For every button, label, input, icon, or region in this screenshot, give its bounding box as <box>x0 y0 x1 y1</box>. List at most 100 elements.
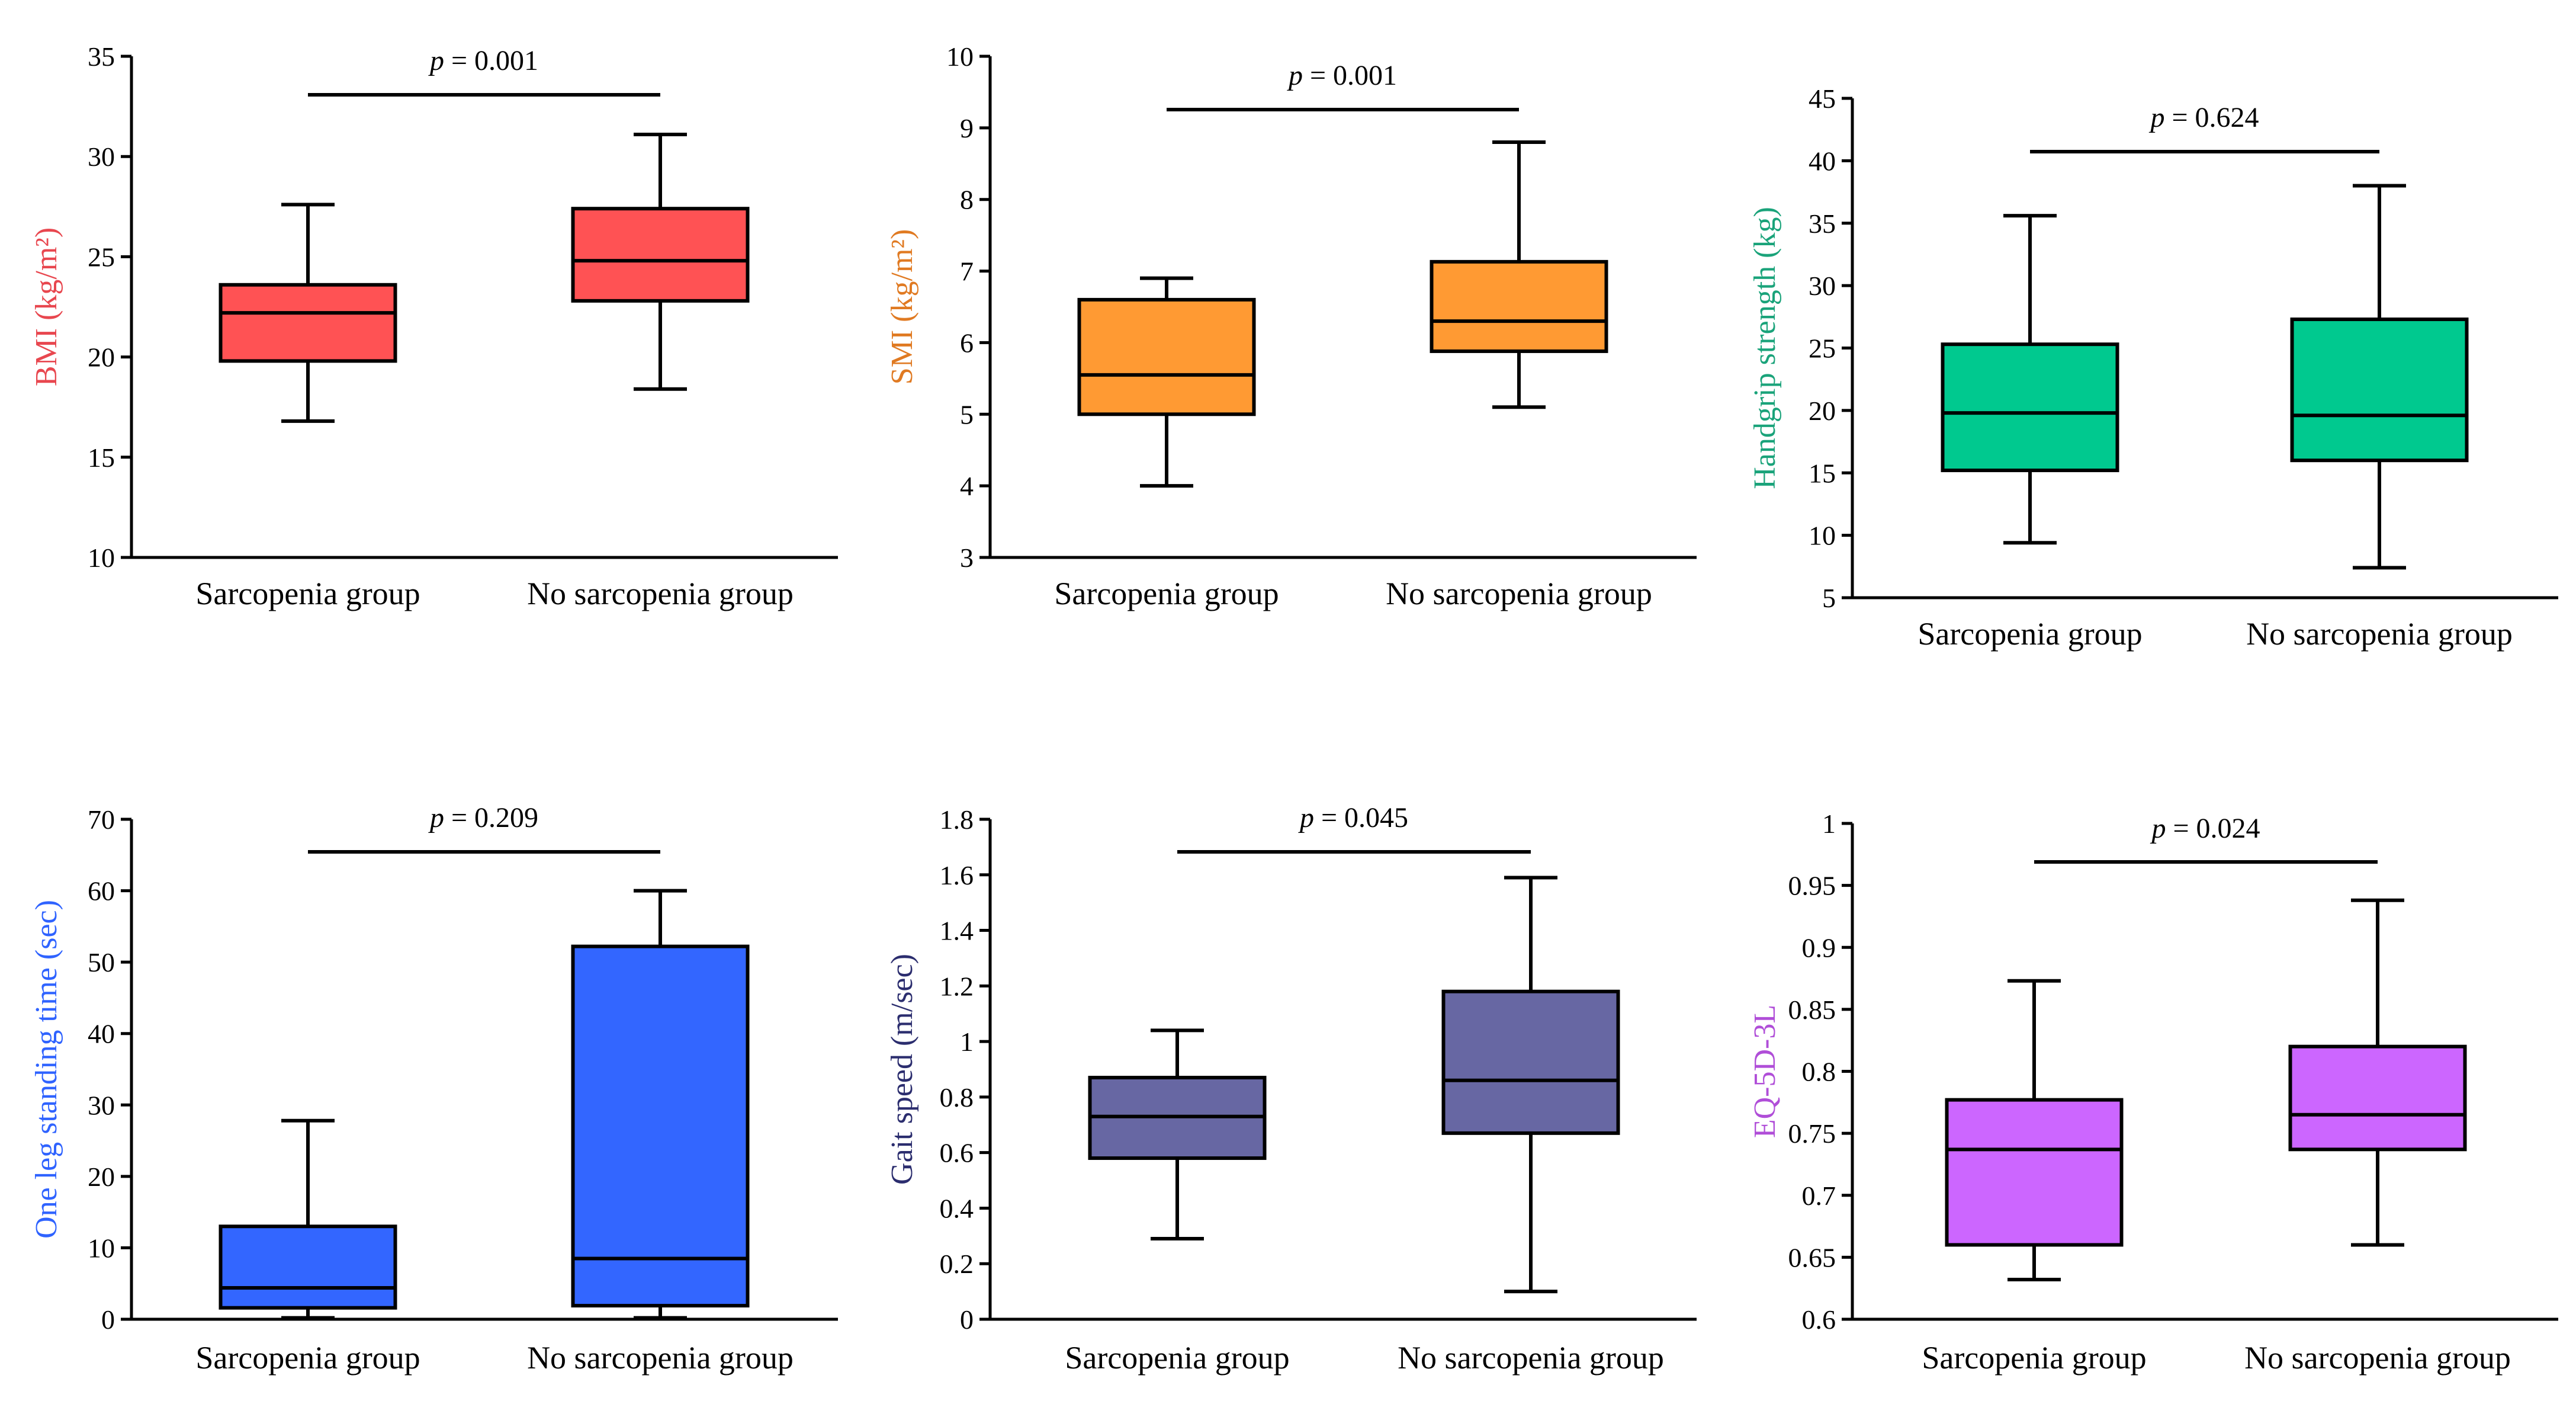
y-tick-label: 0.85 <box>1788 995 1836 1025</box>
p-value-label: p = 0.209 <box>428 802 538 833</box>
iqr-box <box>1077 297 1256 416</box>
x-category-label: No sarcopenia group <box>2246 616 2513 652</box>
y-tick-label: 35 <box>1809 209 1836 239</box>
p-value: = 0.001 <box>444 45 538 76</box>
x-category-label: Sarcopenia group <box>1065 1340 1289 1376</box>
p-value-label: p = 0.624 <box>2148 102 2259 133</box>
x-category-label: No sarcopenia group <box>527 576 794 611</box>
box-no-sarcopenia <box>1430 140 1608 409</box>
y-tick-label: 40 <box>1809 146 1836 176</box>
box-no-sarcopenia <box>571 889 750 1320</box>
iqr-box <box>2290 318 2469 463</box>
y-tick-label: 1 <box>1822 809 1836 839</box>
y-axis-title: Gait speed (m/sec) <box>885 954 919 1185</box>
y-tick-label: 0.9 <box>1802 932 1836 963</box>
box-sarcopenia <box>1077 276 1256 488</box>
y-tick-label: 25 <box>1809 334 1836 364</box>
box-sarcopenia <box>219 1118 397 1320</box>
p-value: = 0.045 <box>1314 802 1408 833</box>
p-value-label: p = 0.001 <box>1287 60 1397 91</box>
y-tick-label: 4 <box>960 471 974 501</box>
y-tick-label: 0 <box>101 1304 115 1335</box>
y-tick-label: 50 <box>88 947 115 977</box>
x-category-label: Sarcopenia group <box>195 576 420 611</box>
y-tick-label: 0.6 <box>1802 1304 1836 1335</box>
box-no-sarcopenia <box>571 132 750 391</box>
y-tick-label: 30 <box>88 1090 115 1120</box>
iqr-box <box>219 283 397 363</box>
y-axis-title: BMI (kg/m²) <box>30 227 63 386</box>
y-tick-label: 1 <box>960 1027 974 1057</box>
y-tick-label: 0.95 <box>1788 871 1836 901</box>
p-symbol: p <box>2150 813 2166 844</box>
y-tick-label: 5 <box>960 399 974 429</box>
box-no-sarcopenia <box>1441 876 1620 1294</box>
y-tick-label: 10 <box>88 543 115 573</box>
iqr-box <box>2288 1044 2467 1152</box>
chart-panel-6: 0.6 0.65 0.7 0.75 0.8 0.85 0.9 0.95 1 EQ-5D-3L Sar… <box>1748 809 2558 1376</box>
y-tick-label: 60 <box>88 876 115 906</box>
y-tick-label: 15 <box>1809 458 1836 488</box>
iqr-box <box>1430 259 1608 353</box>
x-category-label: Sarcopenia group <box>195 1340 420 1376</box>
y-axis-title: Handgrip strength (kg) <box>1748 207 1782 489</box>
y-tick-label: 0.8 <box>1802 1057 1836 1087</box>
y-axis-title: EQ-5D-3L <box>1748 1005 1782 1138</box>
p-value-label: p = 0.045 <box>1298 802 1408 833</box>
y-tick-label: 70 <box>88 804 115 835</box>
y-tick-label: 1.8 <box>940 804 974 835</box>
box-sarcopenia <box>219 203 397 423</box>
chart-panel-3: 5 10 15 20 25 30 35 40 45 Handgrip strength (kg) S… <box>1748 84 2558 652</box>
p-value: = 0.024 <box>2166 813 2260 844</box>
y-tick-label: 25 <box>88 242 115 272</box>
y-tick-label: 40 <box>88 1019 115 1049</box>
p-symbol: p <box>428 45 444 76</box>
iqr-box <box>571 207 750 303</box>
p-value: = 0.624 <box>2164 102 2259 133</box>
y-tick-label: 9 <box>960 113 974 143</box>
y-tick-label: 1.4 <box>940 916 974 946</box>
iqr-box <box>1945 1098 2124 1247</box>
y-tick-label: 8 <box>960 185 974 215</box>
y-tick-label: 1.6 <box>940 860 974 890</box>
x-category-label: Sarcopenia group <box>1054 576 1279 611</box>
iqr-box <box>1441 989 1620 1135</box>
iqr-box <box>219 1224 397 1310</box>
y-tick-label: 20 <box>1809 396 1836 426</box>
chart-panel-5: 0 0.2 0.4 0.6 0.8 1 1.2 1.4 1.6 1.8 Gait speed (m/… <box>885 802 1697 1376</box>
y-tick-label: 35 <box>88 41 115 72</box>
y-tick-label: 10 <box>1809 521 1836 551</box>
y-tick-label: 20 <box>88 1162 115 1192</box>
y-tick-label: 0.4 <box>940 1193 974 1223</box>
iqr-box <box>1941 342 2119 473</box>
x-category-label: No sarcopenia group <box>527 1340 794 1376</box>
x-category-label: Sarcopenia group <box>1917 616 2142 652</box>
box-sarcopenia <box>1945 979 2124 1282</box>
y-tick-label: 6 <box>960 328 974 358</box>
p-value: = 0.001 <box>1303 60 1397 91</box>
box-sarcopenia <box>1088 1028 1267 1241</box>
p-symbol: p <box>428 802 444 833</box>
y-tick-label: 0.65 <box>1788 1242 1836 1272</box>
y-tick-label: 30 <box>1809 271 1836 301</box>
chart-panel-1: 10 15 20 25 30 35 BMI (kg/m²) Sarcopenia group N… <box>30 41 838 611</box>
y-tick-label: 0 <box>960 1304 974 1335</box>
y-tick-label: 7 <box>960 257 974 287</box>
p-symbol: p <box>2148 102 2164 133</box>
x-category-label: No sarcopenia group <box>1386 576 1652 611</box>
iqr-box <box>571 944 750 1308</box>
y-tick-label: 10 <box>88 1233 115 1263</box>
y-tick-label: 3 <box>960 543 974 573</box>
p-value: = 0.209 <box>444 802 538 833</box>
p-value-label: p = 0.024 <box>2150 813 2260 844</box>
y-tick-label: 0.75 <box>1788 1118 1836 1149</box>
x-category-label: Sarcopenia group <box>1922 1340 2146 1376</box>
box-sarcopenia <box>1941 214 2119 545</box>
y-tick-label: 10 <box>946 41 974 72</box>
p-symbol: p <box>1287 60 1303 91</box>
x-category-label: No sarcopenia group <box>1398 1340 1664 1376</box>
box-no-sarcopenia <box>2288 898 2467 1247</box>
y-axis-title: SMI (kg/m²) <box>885 229 919 385</box>
y-tick-label: 5 <box>1822 583 1836 613</box>
